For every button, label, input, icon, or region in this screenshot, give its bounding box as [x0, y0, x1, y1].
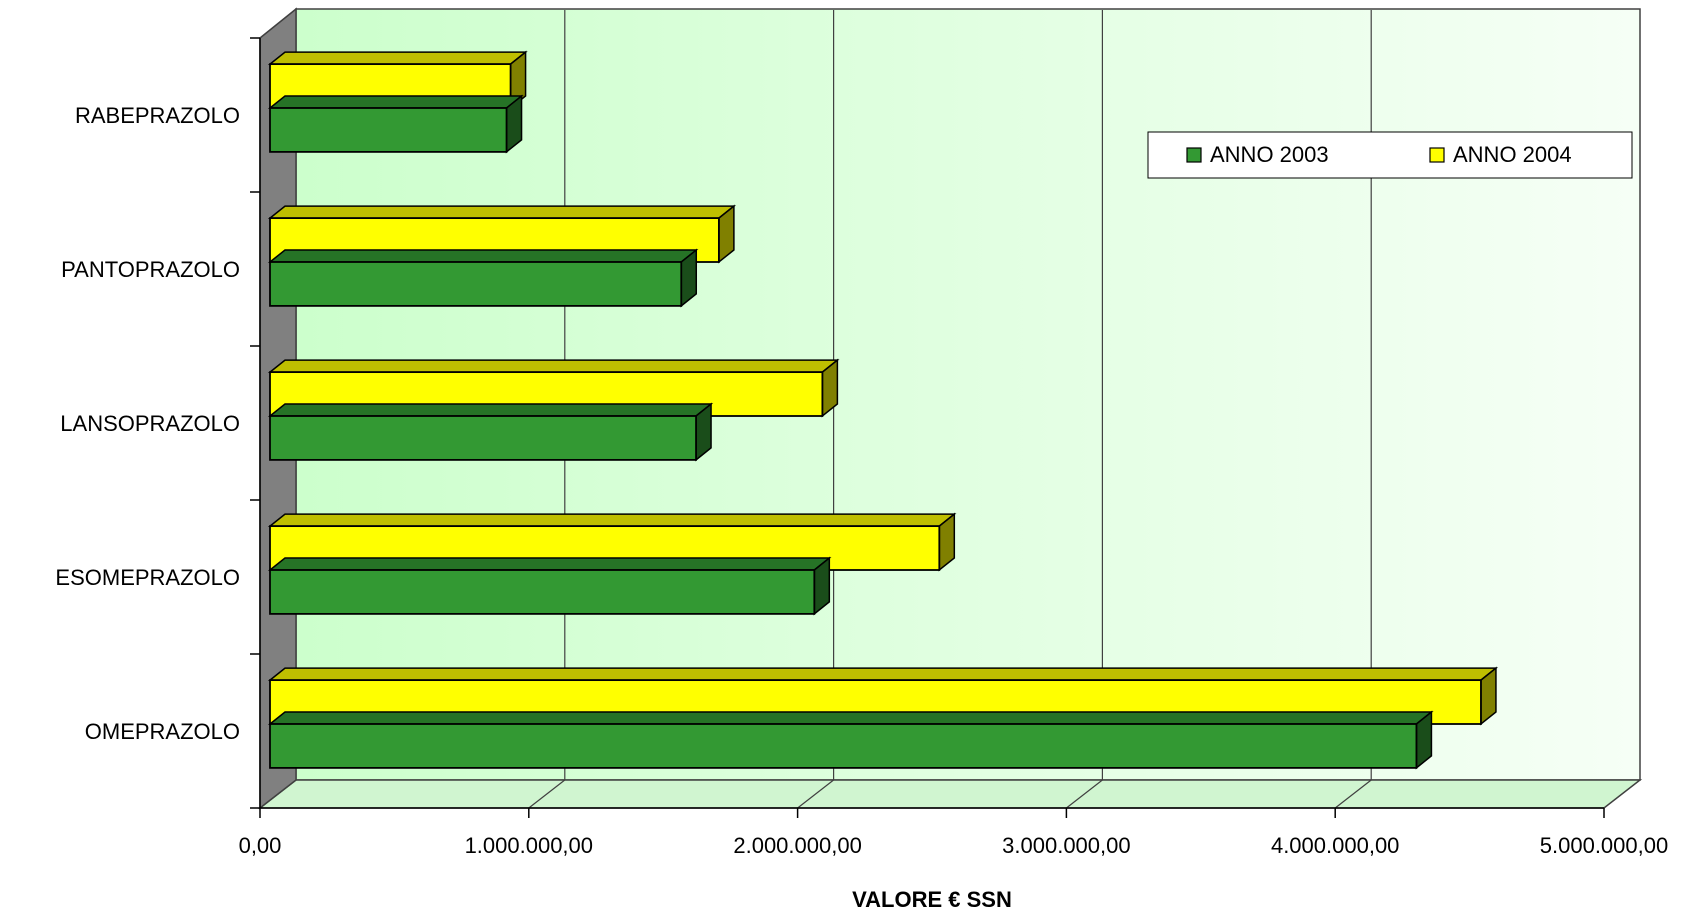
bar-top-face: [267, 359, 840, 373]
bar-top-face: [267, 51, 528, 65]
bar-top-face: [267, 95, 524, 109]
y-tick-label: ESOMEPRAZOLO: [55, 565, 240, 590]
bar: [267, 710, 1434, 770]
legend-label-2004: ANNO 2004: [1453, 142, 1572, 167]
floor-gridline: [1334, 779, 1372, 809]
floor-gridline: [797, 779, 834, 809]
x-tick-label: 0,00: [239, 833, 282, 858]
bar-top-face: [267, 557, 832, 571]
bar-top-face: [267, 205, 737, 219]
bar-front-face: [269, 569, 816, 615]
bar-top-face: [267, 249, 699, 263]
legend-swatch-2003: [1186, 147, 1202, 163]
bar-top-face: [267, 711, 1434, 725]
floor: [257, 779, 1643, 809]
bar: [267, 94, 524, 154]
y-tick-label: OMEPRAZOLO: [85, 719, 240, 744]
legend: ANNO 2003 ANNO 2004: [1147, 131, 1633, 179]
y-axis: RABEPRAZOLO PANTOPRAZOLO LANSOPRAZOLO ESOME…: [55, 37, 261, 809]
y-tick-label: RABEPRAZOLO: [75, 103, 240, 128]
x-tick-label: 2.000.000,00: [733, 833, 861, 858]
floor-gridline: [1066, 779, 1103, 809]
y-tick-label: PANTOPRAZOLO: [61, 257, 240, 282]
bar-front-face: [269, 415, 697, 461]
x-tick-label: 3.000.000,00: [1002, 833, 1130, 858]
legend-box: [1147, 131, 1633, 179]
bar-front-face: [269, 261, 683, 307]
legend-swatch-2004: [1429, 147, 1445, 163]
x-axis-title: VALORE € SSN: [852, 887, 1012, 910]
bar: [267, 556, 832, 616]
legend-label-2003: ANNO 2003: [1210, 142, 1329, 167]
bar: [267, 248, 699, 308]
x-axis: 0,00 1.000.000,00 2.000.000,00 3.000.000,00…: [239, 807, 1668, 858]
x-tick-label: 5.000.000,00: [1540, 833, 1668, 858]
bar: [267, 402, 714, 462]
bar-top-face: [267, 513, 957, 527]
y-tick-label: LANSOPRAZOLO: [60, 411, 240, 436]
floor-gridline: [528, 779, 566, 809]
x-tick-label: 1.000.000,00: [465, 833, 593, 858]
bar-top-face: [267, 667, 1499, 681]
bars: [267, 50, 1499, 770]
bar-front-face: [269, 107, 508, 153]
bar-front-face: [269, 723, 1418, 769]
x-tick-label: 4.000.000,00: [1271, 833, 1399, 858]
bar-top-face: [267, 403, 714, 417]
